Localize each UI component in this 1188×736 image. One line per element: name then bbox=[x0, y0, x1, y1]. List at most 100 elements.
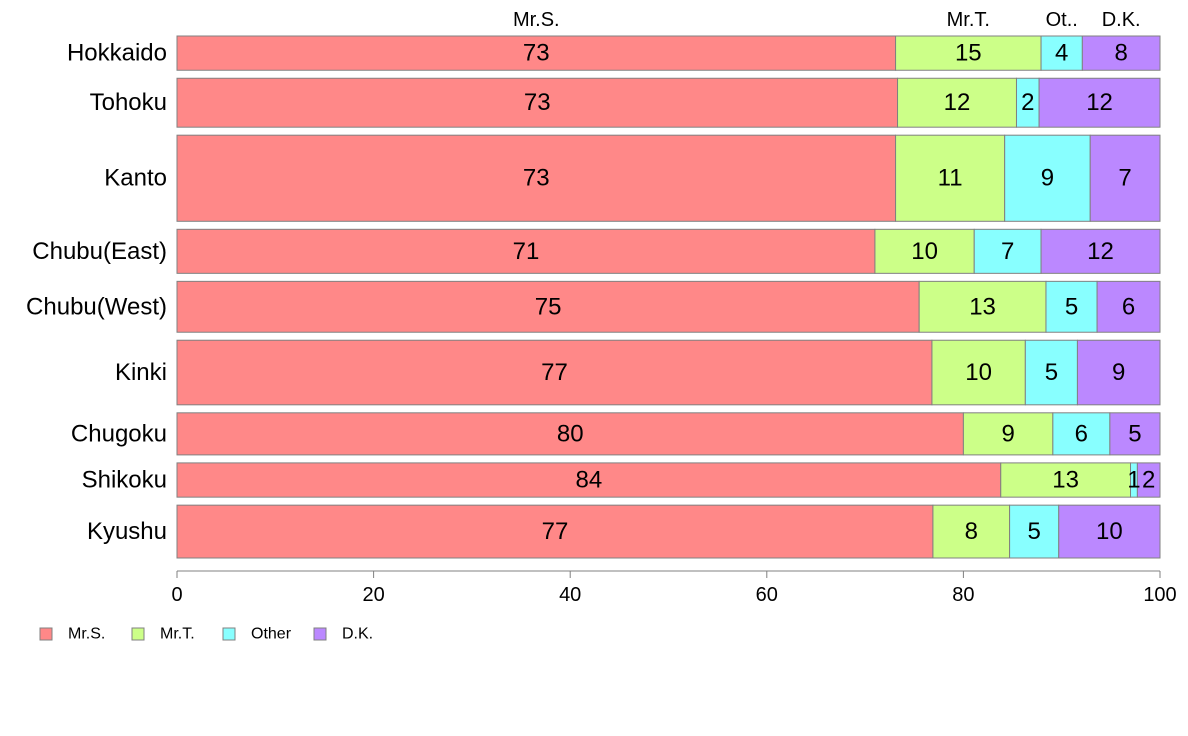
data-label: 13 bbox=[969, 293, 996, 320]
bar-segment bbox=[874, 228, 975, 274]
data-label: 9 bbox=[1041, 165, 1054, 192]
bar-segment bbox=[176, 339, 933, 406]
bar-segment bbox=[895, 134, 1006, 222]
legend-swatch bbox=[131, 627, 145, 641]
bar-segment bbox=[1081, 35, 1161, 71]
data-label: 2 bbox=[1021, 89, 1034, 116]
bar-segment bbox=[1040, 228, 1161, 274]
data-label: 73 bbox=[524, 89, 551, 116]
data-label: 77 bbox=[541, 359, 568, 386]
data-label: 7 bbox=[1118, 165, 1131, 192]
data-label: 5 bbox=[1045, 359, 1058, 386]
data-label: 6 bbox=[1122, 293, 1135, 320]
series-top-label: D.K. bbox=[1102, 9, 1141, 31]
bar-segment bbox=[973, 228, 1042, 274]
data-label: 13 bbox=[1052, 467, 1079, 494]
category-label: Kanto bbox=[104, 165, 167, 192]
bar-segment bbox=[176, 228, 876, 274]
bar-segment bbox=[931, 339, 1026, 406]
bar-segment bbox=[1096, 280, 1161, 333]
data-label: 2 bbox=[1142, 467, 1155, 494]
bar-segment bbox=[1109, 412, 1161, 456]
data-label: 10 bbox=[1096, 518, 1123, 545]
data-label: 6 bbox=[1075, 420, 1088, 447]
bar-segment bbox=[918, 280, 1047, 333]
bar-segment bbox=[176, 504, 934, 559]
category-labels-group: Hokkaido Tohoku Kanto Chubu(East) Chubu(West… bbox=[26, 40, 167, 545]
x-tick-label: 100 bbox=[1143, 584, 1176, 606]
data-label: 80 bbox=[557, 420, 584, 447]
legend-swatch bbox=[222, 627, 236, 641]
bar-segment bbox=[1024, 339, 1078, 406]
data-label: 9 bbox=[1112, 359, 1125, 386]
data-label: 84 bbox=[576, 467, 603, 494]
series-top-label: Mr.S. bbox=[513, 9, 560, 31]
data-label: 12 bbox=[1087, 238, 1114, 265]
data-label: 7 bbox=[1001, 238, 1014, 265]
bar-segment bbox=[176, 280, 920, 333]
category-label: Tohoku bbox=[90, 89, 167, 116]
category-label: Kinki bbox=[115, 359, 167, 386]
data-label: 73 bbox=[523, 165, 550, 192]
category-label: Chubu(East) bbox=[32, 238, 167, 265]
bar-segment bbox=[176, 77, 899, 128]
data-label: 5 bbox=[1065, 293, 1078, 320]
bar-segment bbox=[176, 134, 897, 222]
data-label: 71 bbox=[513, 238, 540, 265]
top-labels-group: Mr.S. Mr.T. Ot.. D.K. bbox=[513, 9, 1141, 31]
bar-segment bbox=[1076, 339, 1161, 406]
data-label: 5 bbox=[1128, 420, 1141, 447]
legend-label: Mr.T. bbox=[160, 626, 195, 643]
x-axis: 0 20 40 60 80 100 bbox=[171, 570, 1177, 606]
legend-swatch bbox=[39, 627, 53, 641]
legend-label: Mr.S. bbox=[68, 626, 105, 643]
x-tick-label: 40 bbox=[559, 584, 581, 606]
data-label: 9 bbox=[1001, 420, 1014, 447]
bar-segment bbox=[1045, 280, 1098, 333]
bar-segment bbox=[1009, 504, 1060, 559]
series-top-label: Ot.. bbox=[1046, 9, 1078, 31]
bar-segment bbox=[176, 35, 897, 71]
bar-segment bbox=[1058, 504, 1161, 559]
bar-segment bbox=[932, 504, 1011, 559]
bar-segment bbox=[1038, 77, 1161, 128]
bar-segment bbox=[1040, 35, 1083, 71]
data-label: 15 bbox=[955, 40, 982, 67]
series-top-label: Mr.T. bbox=[947, 9, 990, 31]
x-tick-label: 80 bbox=[952, 584, 974, 606]
x-tick-label: 60 bbox=[756, 584, 778, 606]
data-label: 77 bbox=[542, 518, 569, 545]
data-label: 8 bbox=[1114, 40, 1127, 67]
bar-segment bbox=[1004, 134, 1091, 222]
x-tick-label: 20 bbox=[362, 584, 384, 606]
legend-label: D.K. bbox=[342, 626, 373, 643]
data-label: 4 bbox=[1055, 40, 1068, 67]
legend-swatch bbox=[313, 627, 327, 641]
data-label: 73 bbox=[523, 40, 550, 67]
data-label: 12 bbox=[944, 89, 971, 116]
category-label: Hokkaido bbox=[67, 40, 167, 67]
category-label: Shikoku bbox=[82, 467, 167, 494]
legend-label: Other bbox=[251, 626, 292, 643]
x-tick-label: 0 bbox=[171, 584, 182, 606]
bars-group bbox=[176, 35, 1161, 559]
bar-segment bbox=[1000, 462, 1132, 498]
bar-segment bbox=[895, 35, 1042, 71]
category-label: Chugoku bbox=[71, 420, 167, 447]
data-label: 10 bbox=[911, 238, 938, 265]
data-label: 11 bbox=[938, 165, 963, 192]
data-label: 12 bbox=[1086, 89, 1113, 116]
bar-segment bbox=[176, 412, 964, 456]
bar-segment bbox=[1136, 462, 1161, 498]
data-label: 5 bbox=[1027, 518, 1040, 545]
data-label: 1 bbox=[1127, 467, 1140, 494]
category-label: Chubu(West) bbox=[26, 293, 167, 320]
bar-segment bbox=[1089, 134, 1161, 222]
data-label: 8 bbox=[965, 518, 978, 545]
data-label: 10 bbox=[965, 359, 992, 386]
bar-segment bbox=[1052, 412, 1111, 456]
bar-segment bbox=[962, 412, 1054, 456]
legend: Mr.S. Mr.T. Other D.K. bbox=[39, 626, 373, 643]
